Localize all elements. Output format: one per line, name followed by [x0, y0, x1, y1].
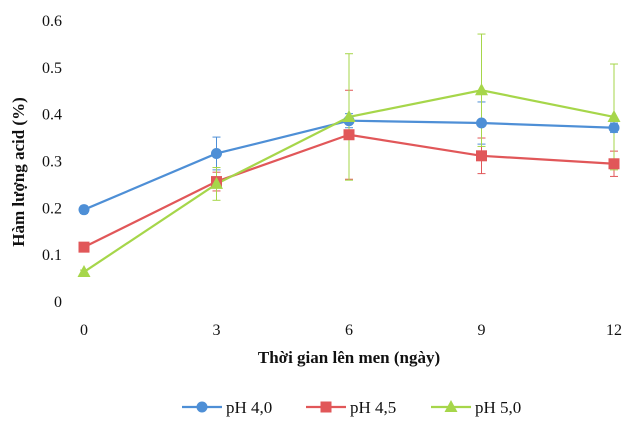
series-3-point — [77, 264, 91, 277]
y-tick-label: 0.4 — [42, 107, 62, 124]
y-tick-label: 0.1 — [42, 247, 62, 264]
series-2-point — [476, 150, 487, 162]
series-2-point — [343, 129, 355, 141]
series-3-point — [607, 109, 621, 122]
y-tick-label: 0.2 — [42, 200, 62, 217]
y-axis-title: Hàm lượng acid (%) — [9, 97, 28, 246]
legend-marker-1 — [196, 401, 208, 413]
y-tick-label: 0.3 — [42, 154, 62, 171]
x-tick-label: 0 — [80, 322, 88, 339]
legend-marker-2 — [320, 401, 332, 413]
x-tick-labels: 0 3 6 9 12 — [80, 322, 622, 339]
legend-marker-3 — [444, 400, 458, 412]
x-tick-label: 3 — [213, 322, 221, 339]
legend: pH 4,0 pH 4,5 pH 5,0 — [182, 398, 521, 417]
series-markers — [77, 83, 621, 277]
x-axis-title: Thời gian lên men (ngày) — [258, 348, 440, 367]
series-1-point — [476, 117, 487, 129]
legend-label-1: pH 4,0 — [226, 398, 272, 417]
series-1-point — [608, 122, 620, 134]
series-3-point — [475, 83, 488, 96]
y-tick-labels: 0 0.1 0.2 0.3 0.4 0.5 0.6 — [42, 13, 62, 311]
error-bars — [80, 33, 618, 275]
x-tick-label: 12 — [606, 322, 622, 339]
x-tick-label: 6 — [345, 322, 353, 339]
x-tick-label: 9 — [478, 322, 486, 339]
series-3-point — [210, 176, 223, 189]
series-2-point — [78, 241, 90, 253]
series-2-point — [608, 158, 620, 170]
y-tick-label: 0 — [54, 294, 62, 311]
y-tick-label: 0.6 — [42, 13, 62, 30]
series-1-point — [211, 147, 222, 159]
legend-label-2: pH 4,5 — [350, 398, 396, 417]
series-1-point — [78, 204, 90, 216]
series-3-point — [342, 109, 356, 122]
y-tick-label: 0.5 — [42, 60, 62, 77]
legend-label-3: pH 5,0 — [475, 398, 521, 417]
